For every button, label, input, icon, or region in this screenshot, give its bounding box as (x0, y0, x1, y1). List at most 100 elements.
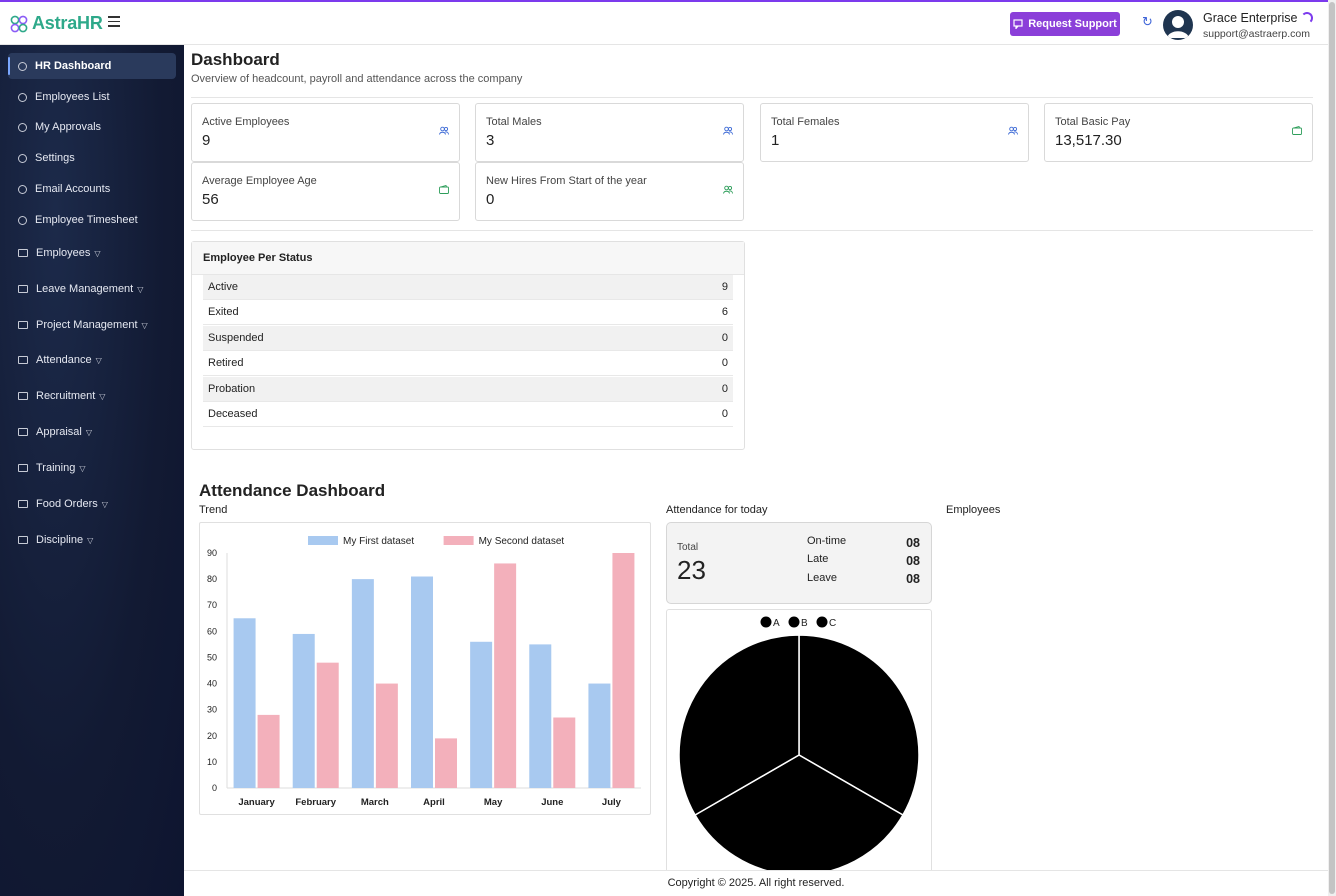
folder-icon (18, 321, 28, 329)
stat-value: 0 (486, 191, 495, 208)
avatar[interactable] (1163, 10, 1193, 40)
legend-swatch (308, 536, 338, 545)
chevron-down-icon: ▽ (141, 320, 148, 330)
chevron-down-icon: ▽ (79, 463, 86, 473)
stat-label: Total Basic Pay (1055, 116, 1131, 128)
sidebar-item-discipline[interactable]: Discipline ▽ (8, 527, 176, 553)
users-icon (723, 185, 733, 194)
status-label: Active (208, 281, 238, 293)
legend-label: C (829, 618, 836, 629)
sidebar-item-attendance[interactable]: Attendance ▽ (8, 347, 176, 373)
status-value: 6 (721, 306, 728, 318)
chevron-down-icon: ▽ (87, 535, 94, 545)
wallet-icon (1292, 126, 1302, 135)
stat-value: 1 (771, 132, 780, 149)
sidebar-item-settings[interactable]: Settings (8, 145, 176, 171)
attendance-today-label: Attendance for today (666, 504, 768, 516)
folder-icon (18, 392, 28, 400)
bar (612, 553, 635, 788)
chevron-down-icon: ▽ (137, 284, 144, 294)
folder-icon (18, 464, 28, 472)
stat-label: New Hires From Start of the year (486, 175, 647, 187)
stat-card-total-basic-pay: Total Basic Pay 13,517.30 (1044, 103, 1313, 162)
brand-logo[interactable]: AstraHR (10, 13, 103, 34)
y-tick-label: 0 (212, 783, 217, 793)
chevron-down-icon: ▽ (94, 248, 101, 258)
folder-icon (18, 285, 28, 293)
page-title: Dashboard (191, 50, 280, 69)
top-bar: AstraHR Request Support ↻ Grace Enterpri… (0, 0, 1336, 45)
sidebar-item-label: Email Accounts (35, 183, 111, 195)
bar (316, 662, 339, 788)
sidebar-item-label: Attendance (36, 354, 92, 366)
y-tick-label: 90 (207, 548, 217, 558)
sidebar-item-my-approvals[interactable]: My Approvals (8, 114, 176, 140)
y-tick-label: 20 (207, 731, 217, 741)
logo-icon (10, 15, 28, 32)
stat-card-total-females: Total Females 1 (760, 103, 1029, 162)
sidebar-item-email-accounts[interactable]: Email Accounts (8, 176, 176, 202)
user-email: support@astraerp.com (1203, 28, 1310, 40)
bar (588, 683, 611, 788)
circle-icon (18, 184, 27, 194)
leave-value: 08 (906, 572, 920, 586)
attendance-title: Attendance Dashboard (199, 481, 386, 500)
x-tick-label: May (484, 797, 503, 808)
status-label: Suspended (208, 332, 264, 344)
refresh-icon[interactable]: ↻ (1142, 14, 1153, 29)
sidebar-item-label: Project Management (36, 319, 138, 331)
sidebar-item-project-management[interactable]: Project Management ▽ (8, 312, 176, 338)
stat-label: Total Males (486, 116, 542, 128)
menu-toggle-icon[interactable] (108, 16, 120, 28)
stat-value: 13,517.30 (1055, 132, 1122, 149)
sidebar-item-recruitment[interactable]: Recruitment ▽ (8, 383, 176, 409)
ontime-value: 08 (906, 536, 920, 550)
chevron-down-icon: ▽ (101, 499, 108, 509)
legend-swatch (816, 616, 828, 628)
table-row: Probation 0 (203, 377, 733, 402)
chevron-down-icon: ▽ (95, 355, 102, 365)
sidebar-item-employee-timesheet[interactable]: Employee Timesheet (8, 207, 176, 233)
status-label: Deceased (208, 408, 258, 420)
request-support-button[interactable]: Request Support (1010, 12, 1120, 36)
y-tick-label: 70 (207, 600, 217, 610)
pie-chart-card: A B C (666, 609, 932, 871)
x-tick-label: June (541, 797, 563, 808)
legend-swatch (443, 536, 474, 545)
y-tick-label: 10 (207, 757, 217, 767)
sidebar-item-training[interactable]: Training ▽ (8, 455, 176, 481)
sidebar-item-label: Leave Management (36, 283, 134, 295)
folder-icon (18, 536, 28, 544)
legend-swatch (760, 616, 772, 628)
users-icon (439, 126, 449, 135)
footer: Copyright © 2025. All right reserved. (184, 870, 1328, 896)
chevron-down-icon: ▽ (99, 391, 106, 401)
employees-label: Employees (946, 504, 1001, 516)
bar (553, 717, 576, 788)
sidebar-item-employees-list[interactable]: Employees List (8, 84, 176, 110)
x-tick-label: January (238, 797, 275, 808)
bar (470, 641, 493, 788)
y-tick-label: 60 (207, 626, 217, 636)
legend-label: B (801, 618, 808, 629)
main-content: Dashboard Overview of headcount, payroll… (184, 45, 1328, 896)
bar (292, 633, 315, 788)
status-value: 0 (721, 408, 728, 420)
pie-slice (798, 634, 920, 817)
stat-value: 3 (486, 132, 495, 149)
trend-label: Trend (199, 504, 228, 516)
status-card-title: Employee Per Status (192, 242, 744, 275)
y-tick-label: 40 (207, 679, 217, 689)
sidebar-item-employees[interactable]: Employees ▽ (8, 240, 176, 266)
scrollbar-thumb[interactable] (1329, 2, 1335, 894)
page-subtitle: Overview of headcount, payroll and atten… (191, 73, 523, 85)
sidebar-item-food-orders[interactable]: Food Orders ▽ (8, 491, 176, 517)
sidebar-item-leave-management[interactable]: Leave Management ▽ (8, 276, 176, 302)
x-tick-label: April (423, 797, 445, 808)
users-icon (723, 126, 733, 135)
sidebar-item-appraisal[interactable]: Appraisal ▽ (8, 419, 176, 445)
stat-value: 9 (202, 132, 211, 149)
bar (435, 738, 457, 788)
table-row: Exited 6 (203, 300, 733, 325)
sidebar-item-hr-dashboard[interactable]: HR Dashboard (8, 53, 176, 79)
